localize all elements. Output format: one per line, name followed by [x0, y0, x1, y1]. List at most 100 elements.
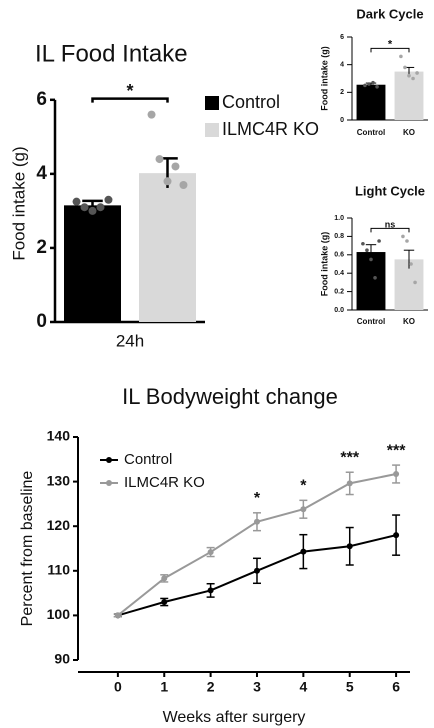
y-tick-label: 0.6: [334, 252, 344, 259]
x-tick-label: KO: [403, 317, 415, 326]
legend-marker: [106, 480, 112, 486]
marker: [161, 575, 168, 582]
data-point: [365, 248, 369, 252]
y-tick-label: 0.0: [334, 307, 344, 314]
significance-label: ns: [385, 220, 396, 230]
x-axis-label: Weeks after surgery: [163, 709, 306, 726]
y-axis-label: Food intake (g): [319, 46, 329, 111]
data-point: [405, 239, 409, 243]
data-point: [369, 257, 373, 262]
y-tick-label: 0.8: [334, 233, 344, 240]
significance-bracket: [370, 227, 410, 233]
data-point: [373, 276, 377, 280]
y-axis-label: Food intake (g): [9, 146, 28, 260]
significance-bracket: [370, 47, 410, 53]
legend-label: ILMC4R KO: [222, 119, 319, 139]
y-tick-label: 4: [340, 62, 344, 69]
x-tick-label: 5: [346, 679, 354, 695]
y-axis-label: Percent from baseline: [19, 471, 36, 627]
y-tick-label: 2: [340, 89, 344, 96]
data-point: [363, 83, 367, 88]
marker: [161, 599, 168, 606]
data-point: [155, 155, 164, 164]
y-tick-label: 90: [54, 651, 70, 667]
marker: [207, 587, 214, 594]
y-tick-label: 2: [36, 237, 47, 258]
bar: [356, 252, 386, 310]
data-point: [88, 206, 97, 215]
bar: [139, 173, 196, 322]
data-point: [403, 65, 407, 70]
y-tick-label: 0.4: [334, 270, 344, 277]
data-point: [171, 162, 180, 171]
significance-bracket: [91, 97, 169, 103]
legend-marker: [106, 457, 112, 463]
data-point: [72, 197, 81, 206]
data-point: [375, 85, 379, 89]
marker: [300, 506, 307, 513]
data-point: [407, 73, 411, 78]
y-tick-label: 110: [47, 562, 70, 578]
data-point: [163, 177, 172, 186]
x-tick-label: Control: [357, 128, 385, 137]
marker: [393, 471, 400, 478]
chart-title: IL Food Intake: [35, 40, 188, 67]
data-point: [179, 180, 188, 189]
data-point: [401, 234, 405, 239]
y-axis-label: Food intake (g): [319, 232, 329, 297]
significance-label: ***: [387, 442, 406, 459]
y-tick-label: 0: [340, 117, 344, 124]
legend-swatch: [205, 123, 219, 137]
data-point: [411, 76, 415, 81]
bar: [64, 205, 121, 322]
chart-title: Light Cycle: [355, 183, 425, 198]
significance-label: *: [300, 478, 307, 495]
y-tick-label: 4: [36, 163, 47, 184]
y-tick-label: 6: [36, 89, 47, 110]
chart-title: IL Bodyweight change: [122, 384, 338, 409]
data-point: [377, 239, 381, 243]
data-point: [409, 262, 413, 266]
marker: [253, 518, 260, 525]
y-tick-label: 120: [47, 517, 71, 533]
bar: [356, 84, 386, 120]
data-point: [80, 203, 89, 212]
chart-title: Dark Cycle: [356, 6, 423, 21]
y-tick-label: 0.2: [334, 288, 344, 295]
data-point: [399, 54, 403, 59]
significance-label: *: [126, 81, 133, 101]
data-point: [371, 80, 375, 85]
x-tick-label: 3: [253, 679, 261, 695]
y-tick-label: 100: [47, 606, 71, 622]
significance-label: *: [254, 490, 261, 507]
marker: [300, 548, 307, 555]
x-tick-label: 4: [299, 679, 307, 695]
x-tick-label: 1: [160, 679, 168, 695]
marker: [253, 567, 260, 574]
data-point: [96, 203, 105, 212]
marker: [207, 549, 214, 556]
significance-label: *: [388, 38, 393, 50]
legend-swatch: [205, 96, 219, 110]
x-tick-label: 2: [207, 679, 215, 695]
data-point: [415, 71, 419, 75]
legend-label: ILMC4R KO: [124, 474, 205, 491]
data-point: [147, 110, 156, 119]
data-point: [367, 82, 371, 86]
bar: [394, 71, 424, 120]
legend-label: Control: [222, 92, 280, 112]
data-point: [104, 195, 113, 204]
x-tick-label: Control: [357, 317, 385, 326]
y-tick-label: 6: [340, 34, 344, 41]
data-point: [413, 280, 417, 285]
y-tick-label: 1.0: [334, 215, 344, 222]
y-tick-label: 140: [47, 428, 71, 444]
marker: [346, 543, 353, 550]
marker: [393, 532, 400, 539]
marker: [346, 480, 353, 487]
x-tick-label: KO: [403, 128, 415, 137]
y-tick-label: 130: [47, 472, 71, 488]
data-point: [361, 241, 365, 246]
x-tick-label: 6: [392, 679, 400, 695]
